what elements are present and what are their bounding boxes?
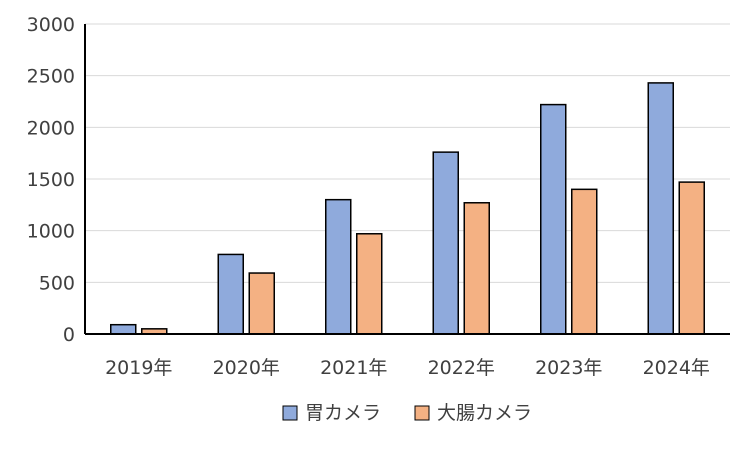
legend: 胃カメラ 大腸カメラ — [282, 402, 532, 424]
bar — [325, 198, 352, 335]
axes — [84, 24, 730, 335]
axis-labels: 0 500 1000 1500 2000 2500 3000 2019年 2020年 2021年 2… — [27, 14, 710, 379]
y-tick-label: 3000 — [27, 14, 75, 36]
x-tick-label: 2023年 — [535, 357, 602, 379]
legend-label: 大腸カメラ — [437, 402, 532, 424]
y-tick-label: 2000 — [27, 117, 75, 139]
bar — [432, 151, 459, 335]
x-tick-label: 2021年 — [320, 357, 387, 379]
bar — [647, 82, 674, 335]
y-tick-label: 0 — [63, 324, 75, 346]
y-tick-label: 1500 — [27, 169, 75, 191]
gridlines — [85, 23, 730, 283]
bar — [110, 323, 137, 335]
bar — [248, 272, 275, 335]
x-tick-label: 2019年 — [105, 357, 172, 379]
bar — [540, 103, 567, 335]
bar — [463, 202, 490, 335]
legend-swatch — [414, 405, 430, 421]
x-tick-label: 2022年 — [428, 357, 495, 379]
x-tick-label: 2024年 — [643, 357, 710, 379]
bar — [678, 181, 705, 335]
bar — [217, 253, 244, 335]
y-tick-label: 1000 — [27, 221, 75, 243]
y-tick-label: 500 — [39, 272, 75, 294]
legend-swatch — [282, 405, 298, 421]
y-tick-label: 2500 — [27, 66, 75, 88]
x-tick-label: 2020年 — [213, 357, 280, 379]
bar — [356, 233, 383, 335]
bars — [110, 82, 705, 335]
bar — [571, 188, 598, 335]
legend-label: 胃カメラ — [305, 402, 381, 424]
